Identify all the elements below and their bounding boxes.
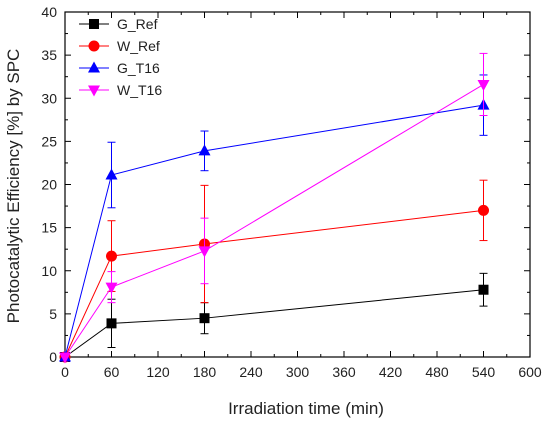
data-point	[105, 168, 118, 180]
legend-label: G_T16	[117, 60, 160, 76]
series-line	[64, 289, 484, 358]
series-layer	[59, 52, 490, 364]
x-tick-label: 180	[193, 364, 217, 380]
legend-marker	[88, 61, 100, 73]
y-tick-label: 25	[41, 133, 57, 149]
legend-marker	[88, 40, 100, 52]
legend-item: G_T16	[79, 60, 160, 76]
data-point	[198, 144, 211, 156]
y-tick-label: 30	[41, 90, 57, 106]
x-tick-label: 360	[332, 364, 356, 380]
series-w-ref	[59, 179, 489, 363]
data-point	[198, 246, 211, 258]
axis-ticks: 0 60 120 180 240 300 360 420 480 540 600 0 5 10 15 20 25…	[41, 4, 541, 380]
y-tick-label: 0	[49, 349, 57, 365]
y-axis-title: Photocatalytic Efficiency [%] by SPC	[4, 49, 23, 324]
x-tick-label: 300	[286, 364, 310, 380]
y-tick-label: 5	[49, 306, 57, 322]
legend-marker	[89, 19, 99, 29]
data-point	[478, 204, 489, 216]
legend: G_Ref W_Ref G_T16 W_T16	[79, 16, 162, 98]
x-axis-title: Irradiation time (min)	[228, 399, 384, 418]
data-point	[106, 318, 117, 329]
series-g-t16	[59, 74, 490, 362]
y-tick-label: 35	[41, 47, 57, 63]
legend-marker	[88, 85, 100, 97]
series-line	[64, 104, 484, 358]
series-line	[64, 84, 484, 358]
series-w-t16	[59, 52, 490, 364]
legend-label: G_Ref	[117, 16, 158, 32]
data-point	[59, 352, 71, 364]
x-tick-label: 540	[472, 364, 496, 380]
x-tick-label: 60	[104, 364, 120, 380]
legend-label: W_Ref	[117, 38, 160, 54]
y-tick-label: 10	[41, 263, 57, 279]
x-tick-label: 420	[379, 364, 403, 380]
data-point	[478, 284, 489, 295]
y-tick-label: 40	[41, 4, 57, 20]
y-tick-label: 15	[41, 220, 57, 236]
data-point	[477, 79, 490, 91]
legend-item: G_Ref	[79, 16, 158, 32]
data-point	[106, 250, 117, 262]
legend-item: W_Ref	[79, 38, 160, 54]
legend-label: W_T16	[117, 82, 162, 98]
series-g-ref	[60, 272, 489, 362]
x-tick-label: 120	[146, 364, 170, 380]
x-tick-label: 480	[425, 364, 449, 380]
legend-item: W_T16	[79, 82, 162, 98]
x-tick-label: 600	[518, 364, 542, 380]
y-tick-label: 20	[41, 177, 57, 193]
x-tick-label: 240	[239, 364, 263, 380]
series-line	[64, 209, 484, 358]
x-tick-label: 0	[61, 364, 69, 380]
data-point	[199, 313, 210, 324]
data-point	[105, 282, 118, 294]
